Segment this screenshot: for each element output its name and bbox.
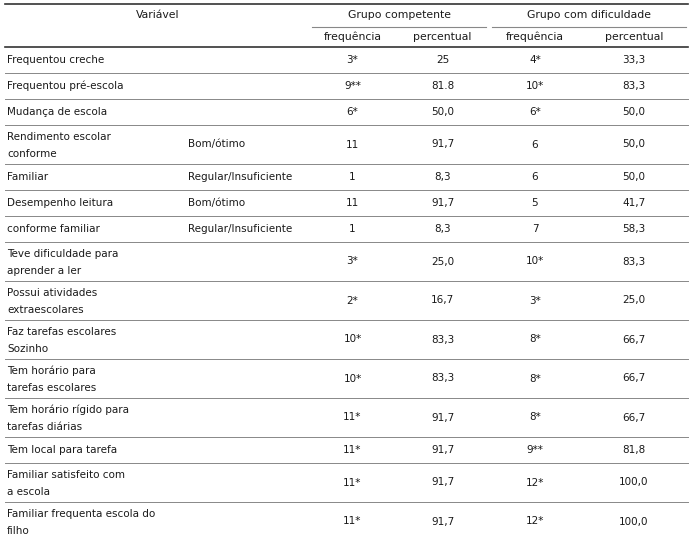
Text: Sozinho: Sozinho <box>7 344 48 354</box>
Text: Faz tarefas escolares: Faz tarefas escolares <box>7 327 116 336</box>
Text: 12*: 12* <box>526 516 544 527</box>
Text: Familiar: Familiar <box>7 172 48 182</box>
Text: 25: 25 <box>436 55 449 65</box>
Text: 10*: 10* <box>343 374 362 384</box>
Text: 2*: 2* <box>346 295 358 306</box>
Text: 4*: 4* <box>529 55 541 65</box>
Text: 91,7: 91,7 <box>431 478 454 487</box>
Text: 50,0: 50,0 <box>622 172 645 182</box>
Text: 100,0: 100,0 <box>620 478 649 487</box>
Text: 50,0: 50,0 <box>622 107 645 117</box>
Text: Familiar satisfeito com: Familiar satisfeito com <box>7 469 125 480</box>
Text: 8,3: 8,3 <box>435 172 451 182</box>
Text: 8*: 8* <box>529 374 541 384</box>
Text: 9**: 9** <box>344 81 361 91</box>
Text: tarefas escolares: tarefas escolares <box>7 383 96 393</box>
Text: 81,8: 81,8 <box>622 445 646 455</box>
Text: 1: 1 <box>349 172 356 182</box>
Text: 10*: 10* <box>526 257 544 266</box>
Text: 25,0: 25,0 <box>431 257 454 266</box>
Text: Tem local para tarefa: Tem local para tarefa <box>7 445 117 455</box>
Text: 3*: 3* <box>529 295 541 306</box>
Text: Grupo competente: Grupo competente <box>349 10 452 20</box>
Text: Rendimento escolar: Rendimento escolar <box>7 132 111 142</box>
Text: 10*: 10* <box>526 81 544 91</box>
Text: 9**: 9** <box>527 445 543 455</box>
Text: 6*: 6* <box>529 107 541 117</box>
Text: 66,7: 66,7 <box>622 412 646 423</box>
Text: 58,3: 58,3 <box>622 224 646 234</box>
Text: conforme: conforme <box>7 149 57 159</box>
Text: 6*: 6* <box>346 107 358 117</box>
Text: Frequentou pré-escola: Frequentou pré-escola <box>7 81 123 91</box>
Text: Familiar frequenta escola do: Familiar frequenta escola do <box>7 508 155 519</box>
Text: 12*: 12* <box>526 478 544 487</box>
Text: Bom/ótimo: Bom/ótimo <box>188 140 245 149</box>
Text: 91,7: 91,7 <box>431 140 454 149</box>
Text: filho: filho <box>7 526 30 536</box>
Text: Frequentou creche: Frequentou creche <box>7 55 104 65</box>
Text: Grupo com dificuldade: Grupo com dificuldade <box>527 10 651 20</box>
Text: aprender a ler: aprender a ler <box>7 266 81 277</box>
Text: a escola: a escola <box>7 487 50 497</box>
Text: 5: 5 <box>532 198 538 208</box>
Text: 8*: 8* <box>529 412 541 423</box>
Text: 11*: 11* <box>343 412 362 423</box>
Text: 83,3: 83,3 <box>431 335 454 344</box>
Text: Desempenho leitura: Desempenho leitura <box>7 198 113 208</box>
Text: 7: 7 <box>532 224 538 234</box>
Text: frequência: frequência <box>506 32 564 42</box>
Text: 83,3: 83,3 <box>622 257 646 266</box>
Text: 11: 11 <box>346 198 359 208</box>
Text: 81.8: 81.8 <box>431 81 454 91</box>
Text: 91,7: 91,7 <box>431 445 454 455</box>
Text: 66,7: 66,7 <box>622 335 646 344</box>
Text: tarefas diárias: tarefas diárias <box>7 422 82 432</box>
Text: 10*: 10* <box>343 335 362 344</box>
Text: 8,3: 8,3 <box>435 224 451 234</box>
Text: conforme familiar: conforme familiar <box>7 224 100 234</box>
Text: 3*: 3* <box>346 257 358 266</box>
Text: extraescolares: extraescolares <box>7 305 84 315</box>
Text: percentual: percentual <box>605 32 663 42</box>
Text: 6: 6 <box>532 140 538 149</box>
Text: Variável: Variável <box>136 10 179 20</box>
Text: 11*: 11* <box>343 445 362 455</box>
Text: Regular/Insuficiente: Regular/Insuficiente <box>188 172 292 182</box>
Text: 8*: 8* <box>529 335 541 344</box>
Text: 91,7: 91,7 <box>431 516 454 527</box>
Text: 50,0: 50,0 <box>431 107 454 117</box>
Text: 25,0: 25,0 <box>622 295 646 306</box>
Text: 6: 6 <box>532 172 538 182</box>
Text: 83,3: 83,3 <box>431 374 454 384</box>
Text: Mudança de escola: Mudança de escola <box>7 107 107 117</box>
Text: Teve dificuldade para: Teve dificuldade para <box>7 248 119 259</box>
Text: 91,7: 91,7 <box>431 412 454 423</box>
Text: Tem horário rígido para: Tem horário rígido para <box>7 404 129 415</box>
Text: 50,0: 50,0 <box>622 140 645 149</box>
Text: 83,3: 83,3 <box>622 81 646 91</box>
Text: 1: 1 <box>349 224 356 234</box>
Text: 100,0: 100,0 <box>620 516 649 527</box>
Text: 33,3: 33,3 <box>622 55 646 65</box>
Text: 66,7: 66,7 <box>622 374 646 384</box>
Text: 41,7: 41,7 <box>622 198 646 208</box>
Text: 11: 11 <box>346 140 359 149</box>
Text: Tem horário para: Tem horário para <box>7 365 96 376</box>
Text: Regular/Insuficiente: Regular/Insuficiente <box>188 224 292 234</box>
Text: 11*: 11* <box>343 478 362 487</box>
Text: percentual: percentual <box>413 32 472 42</box>
Text: 16,7: 16,7 <box>431 295 454 306</box>
Text: frequência: frequência <box>324 32 382 42</box>
Text: 3*: 3* <box>346 55 358 65</box>
Text: Possui atividades: Possui atividades <box>7 287 97 298</box>
Text: 11*: 11* <box>343 516 362 527</box>
Text: Bom/ótimo: Bom/ótimo <box>188 198 245 208</box>
Text: 91,7: 91,7 <box>431 198 454 208</box>
